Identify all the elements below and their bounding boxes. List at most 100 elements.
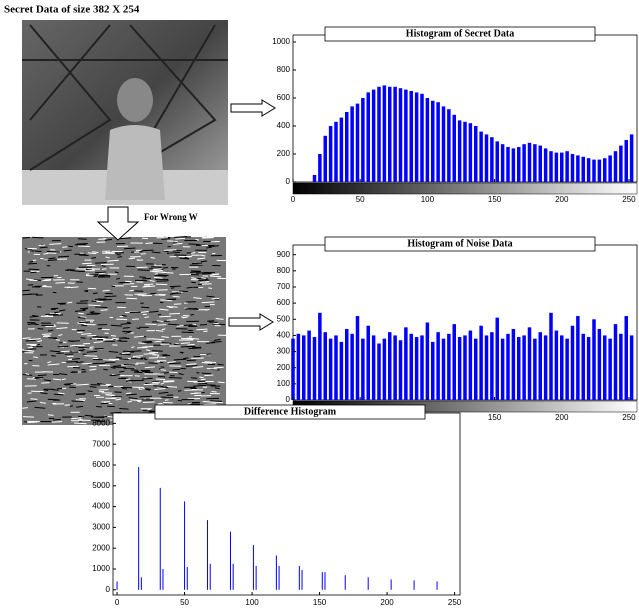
noise-stroke — [154, 340, 162, 343]
y-tick-label: 600 — [277, 298, 291, 307]
y-tick-label: 400 — [277, 331, 291, 340]
noise-stroke — [82, 308, 88, 311]
secret-image — [22, 20, 228, 205]
bar — [431, 341, 435, 400]
bar — [404, 89, 408, 182]
bar — [624, 316, 628, 400]
bar — [298, 565, 300, 590]
noise-stroke — [47, 414, 54, 416]
noise-stroke — [204, 361, 217, 364]
bar — [543, 148, 548, 182]
noise-stroke — [78, 312, 84, 315]
noise-stroke — [180, 316, 185, 318]
noise-stroke — [37, 340, 43, 343]
noise-stroke — [163, 250, 169, 253]
noise-stroke — [130, 357, 143, 360]
x-tick-label: 0 — [115, 598, 120, 607]
bar — [474, 126, 478, 182]
noise-stroke — [47, 329, 54, 332]
y-tick-label: 0 — [286, 177, 291, 186]
noise-stroke — [208, 245, 219, 248]
noise-stroke — [63, 249, 72, 252]
noise-stroke — [70, 383, 77, 385]
bar — [307, 330, 311, 400]
noise-stroke — [141, 377, 153, 380]
bar — [159, 487, 161, 590]
bar — [291, 338, 295, 400]
noise-stroke — [28, 338, 41, 341]
bar — [613, 151, 618, 182]
noise-stroke — [128, 397, 138, 400]
bar — [560, 152, 564, 182]
noise-stroke — [53, 393, 64, 396]
noise-stroke — [183, 324, 196, 326]
plot-area — [112, 412, 461, 596]
noise-stroke — [22, 293, 32, 296]
bar — [278, 565, 280, 590]
noise-stroke — [89, 368, 97, 371]
noise-stroke — [67, 301, 73, 304]
noise-stroke — [126, 393, 137, 396]
bar — [500, 338, 505, 400]
noise-stroke — [136, 327, 141, 330]
noise-stroke — [176, 325, 184, 327]
noise-stroke — [180, 342, 190, 345]
bar — [511, 148, 516, 182]
x-tick-label: 200 — [380, 598, 394, 607]
x-tick-label: 150 — [313, 598, 327, 607]
noise-stroke — [37, 327, 44, 330]
noise-stroke — [87, 268, 100, 270]
noise-stroke — [76, 405, 84, 408]
noise-stroke — [116, 277, 120, 280]
noise-stroke — [130, 399, 142, 402]
noise-stroke — [92, 357, 99, 360]
noise-stroke — [115, 398, 122, 401]
noise-stroke — [52, 378, 62, 381]
y-tick-label: 200 — [277, 363, 291, 372]
noise-stroke — [47, 361, 52, 364]
noise-stroke — [161, 342, 172, 344]
noise-stroke — [34, 406, 46, 409]
bar — [371, 89, 376, 182]
noise-stroke — [63, 382, 73, 385]
noise-stroke — [93, 341, 103, 344]
bar — [490, 137, 494, 182]
bar — [366, 92, 370, 182]
bar — [576, 155, 580, 182]
noise-stroke — [138, 342, 147, 345]
x-tick-label: 250 — [622, 195, 636, 204]
noise-stroke — [42, 333, 52, 336]
bar — [318, 154, 322, 182]
noise-stroke — [197, 277, 209, 280]
bar — [624, 140, 628, 182]
noise-stroke — [159, 308, 169, 311]
x-tick-label: 150 — [488, 413, 502, 422]
noise-stroke — [201, 272, 212, 275]
y-tick-label: 200 — [277, 149, 291, 158]
bar — [441, 338, 446, 400]
noise-stroke — [206, 246, 212, 249]
bar — [302, 335, 306, 400]
noise-stroke — [146, 349, 151, 352]
bar — [484, 134, 489, 182]
noise-stroke — [200, 254, 206, 257]
noise-stroke — [203, 403, 217, 406]
bar — [345, 328, 349, 400]
noise-stroke — [166, 305, 178, 308]
noise-stroke — [155, 329, 164, 332]
noise-stroke — [44, 314, 49, 317]
title-box — [324, 26, 596, 42]
noise-stroke — [30, 398, 38, 400]
bar — [255, 565, 257, 590]
bar — [511, 328, 516, 400]
noise-stroke — [191, 277, 197, 280]
noise-stroke — [90, 312, 101, 314]
secret-caption: Secret Data of size 382 X 254 — [4, 4, 140, 16]
noise-stroke — [22, 236, 31, 239]
bar — [608, 155, 612, 182]
x-tick-label: 100 — [245, 598, 259, 607]
noise-stroke — [69, 269, 80, 272]
bar — [560, 335, 564, 400]
noise-stroke — [184, 302, 189, 304]
colorbar — [292, 182, 638, 195]
